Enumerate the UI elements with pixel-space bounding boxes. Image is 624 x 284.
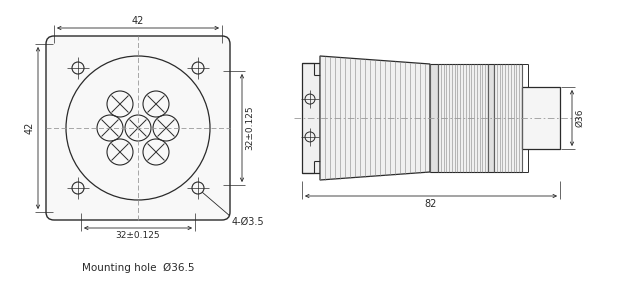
Bar	[302, 63, 320, 173]
Text: 42: 42	[25, 122, 35, 134]
FancyBboxPatch shape	[46, 36, 230, 220]
Text: 32±0.125: 32±0.125	[245, 106, 254, 150]
Text: 82: 82	[425, 199, 437, 209]
Polygon shape	[320, 56, 430, 180]
Bar	[430, 64, 438, 172]
Text: 4-Ø3.5: 4-Ø3.5	[232, 217, 265, 227]
Text: 42: 42	[132, 16, 144, 26]
Bar	[488, 64, 494, 172]
Bar	[438, 64, 488, 172]
Text: Mounting hole  Ø36.5: Mounting hole Ø36.5	[82, 263, 194, 273]
Text: 32±0.125: 32±0.125	[115, 231, 160, 239]
Bar	[494, 64, 522, 172]
Bar	[522, 87, 560, 149]
Text: Ø36: Ø36	[575, 109, 584, 127]
